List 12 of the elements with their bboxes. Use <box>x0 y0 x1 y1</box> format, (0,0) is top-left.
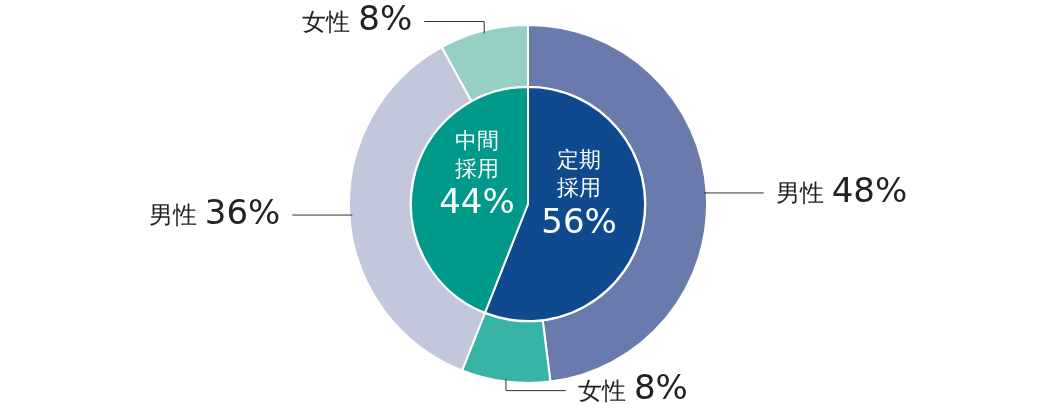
slice-label: 中間採用 <box>454 127 499 181</box>
slice-label: 男性 <box>148 201 197 230</box>
slice-label: 男性 <box>775 179 824 208</box>
data-label: 56% <box>541 200 617 241</box>
data-label: 36% <box>204 191 281 232</box>
data-label: 44% <box>439 181 515 222</box>
data-label: 8% <box>633 367 688 408</box>
slice-label: 女性 <box>577 376 626 405</box>
data-label: 48% <box>831 169 908 210</box>
slice-label: 定期採用 <box>557 147 602 201</box>
slice-label: 女性 <box>302 7 351 36</box>
data-label: 8% <box>358 0 413 39</box>
